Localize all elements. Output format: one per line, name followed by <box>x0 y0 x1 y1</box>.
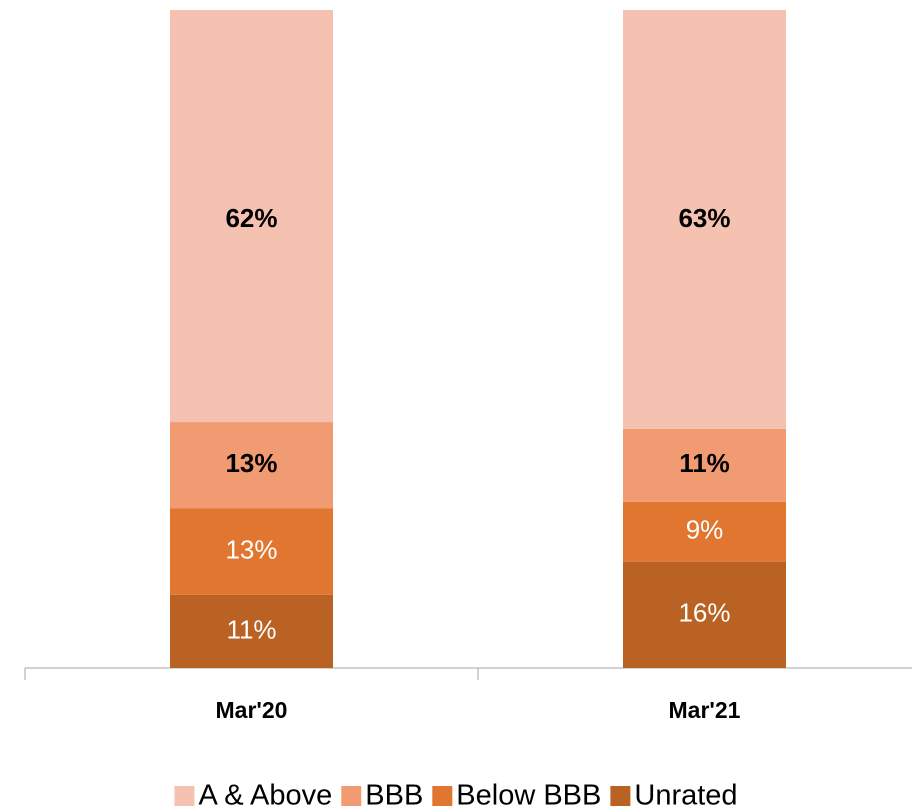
legend-label: BBB <box>365 780 423 810</box>
legend-swatch <box>174 786 195 806</box>
bar-segment <box>170 594 333 668</box>
legend-swatch <box>341 786 362 806</box>
legend-swatch <box>432 786 453 806</box>
legend-swatch <box>610 786 631 806</box>
value-label: 16% <box>678 598 730 628</box>
bar-segment <box>623 561 786 668</box>
x-tick-label: Mar'20 <box>216 697 288 723</box>
value-label: 63% <box>678 203 730 233</box>
legend-label: A & Above <box>198 780 332 810</box>
value-label: 13% <box>225 448 277 478</box>
legend-label: Below BBB <box>456 780 601 810</box>
value-label: 11% <box>226 614 276 644</box>
bar-segment <box>623 10 786 429</box>
value-label: 9% <box>686 515 724 545</box>
value-label: 11% <box>679 448 730 478</box>
bar-segment <box>623 501 786 562</box>
x-tick-label: Mar'21 <box>669 697 741 723</box>
value-label: 62% <box>225 203 277 233</box>
bar-segment <box>170 508 333 595</box>
value-label: 13% <box>225 535 277 565</box>
bar-segment <box>170 10 333 423</box>
legend-label: Unrated <box>634 780 737 810</box>
bar-segment <box>170 422 333 509</box>
bar-segment <box>623 428 786 502</box>
